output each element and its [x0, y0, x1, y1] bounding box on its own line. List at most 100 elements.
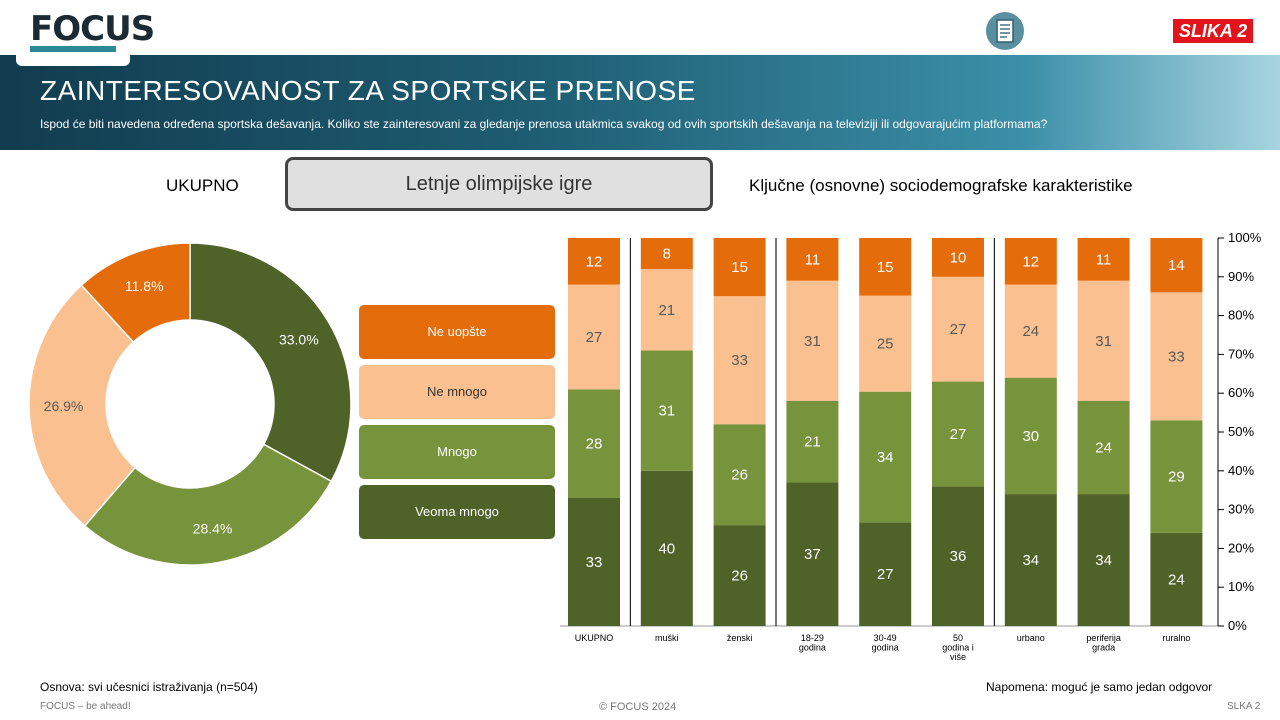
stacked-bar-chart: 0% 10% 20% 30% 40% 50% 60% 70% 80% 90% 100% 33 28 27 1… — [560, 230, 1262, 662]
bar-segment — [568, 389, 620, 498]
legend-ne-uopste: Ne uopšte — [359, 305, 555, 359]
page-subtitle: Ispod će biti navedena određena sportska… — [40, 117, 1048, 131]
bar-segment — [713, 238, 766, 297]
topic-box: Letnje olimpijske igre — [285, 157, 713, 211]
bar-segment — [1004, 238, 1057, 285]
bar-value-label: 33 — [586, 554, 603, 571]
x-tick-label: 18-29 godina — [799, 633, 826, 653]
bar-value-label: 15 — [731, 259, 748, 276]
donut-chart: 33.0% 28.4% 26.9% 11.8% — [28, 242, 352, 566]
bar-segment — [1150, 420, 1203, 533]
bar-value-label: 34 — [1095, 552, 1112, 569]
bar-value-label: 25 — [877, 336, 894, 353]
footer-copyright: © FOCUS 2024 — [599, 701, 677, 713]
footer-slide-number: SLKA 2 — [1227, 701, 1261, 712]
bar-segment — [568, 238, 620, 285]
bar-value-label: 34 — [1022, 552, 1039, 569]
bar-value-label: 31 — [658, 403, 675, 420]
bar-value-label: 12 — [1022, 253, 1039, 270]
bar-segment — [1077, 238, 1130, 281]
bar-segment — [1077, 400, 1130, 495]
x-tick-label: 30-49 godina — [872, 633, 899, 653]
bar-value-label: 36 — [950, 548, 967, 565]
bar-segment — [1077, 280, 1130, 401]
bar-value-label: 37 — [804, 546, 821, 563]
donut-slice — [28, 284, 137, 527]
bar-segment — [932, 276, 984, 382]
bar-segment — [859, 238, 912, 296]
legend-label: Ne mnogo — [427, 384, 487, 399]
slide-badge: SLIKA 2 — [1173, 19, 1253, 43]
bar-segment — [1150, 532, 1203, 626]
bar-value-label: 30 — [1022, 428, 1039, 445]
logo-card — [16, 0, 130, 66]
bar-segment — [786, 280, 839, 401]
x-tick-label: ženski — [727, 633, 753, 643]
bar-segment — [640, 238, 693, 270]
bar-segment — [1004, 494, 1057, 626]
focus-logo: FOCUS — [30, 9, 155, 49]
bar-value-label: 34 — [877, 449, 894, 466]
bar-value-label: 15 — [877, 259, 894, 276]
bar-value-label: 8 — [663, 246, 671, 263]
bar-segment — [859, 522, 912, 626]
bar-value-label: 21 — [804, 434, 821, 451]
bar-segment — [786, 238, 839, 281]
bar-value-label: 31 — [1095, 333, 1112, 350]
footer-base: Osnova: svi učesnici istraživanja (n=504… — [40, 680, 258, 694]
bar-segment — [640, 470, 693, 626]
bar-segment — [568, 284, 620, 390]
y-tick-label: 0% — [1228, 618, 1247, 633]
bar-value-label: 31 — [804, 333, 821, 350]
page-title: ZAINTERESOVANOST ZA SPORTSKE PRENOSE — [40, 75, 696, 106]
y-tick-label: 40% — [1228, 463, 1254, 478]
bar-value-label: 28 — [586, 436, 603, 453]
bar-value-label: 12 — [586, 253, 603, 270]
bar-segment — [1004, 377, 1057, 495]
bar-segment — [640, 350, 693, 471]
bar-value-label: 26 — [731, 568, 748, 585]
bar-segment — [1077, 494, 1130, 626]
bar-value-label: 24 — [1022, 323, 1039, 340]
bar-segment — [640, 269, 693, 351]
bar-segment — [859, 391, 912, 523]
bar-segment — [786, 482, 839, 626]
bar-value-label: 21 — [658, 302, 675, 319]
bar-segment — [932, 381, 984, 487]
legend-veoma-mnogo: Veoma mnogo — [359, 485, 555, 539]
legend-label: Veoma mnogo — [415, 504, 499, 519]
bar-segment — [713, 424, 766, 526]
donut-slice-label: 26.9% — [44, 398, 84, 414]
bar-value-label: 27 — [586, 329, 603, 346]
bar-segment — [859, 295, 912, 392]
y-tick-label: 60% — [1228, 385, 1254, 400]
x-tick-label: muški — [655, 633, 679, 643]
bar-value-label: 33 — [731, 352, 748, 369]
y-tick-label: 70% — [1228, 346, 1254, 361]
bar-value-label: 11 — [1096, 251, 1112, 268]
legend-label: Mnogo — [437, 444, 477, 459]
document-icon[interactable] — [986, 12, 1024, 50]
bar-segment — [932, 486, 984, 626]
x-tick-label: periferija grada — [1086, 633, 1121, 653]
bar-value-label: 11 — [805, 251, 821, 268]
x-tick-label: urbano — [1017, 633, 1045, 643]
bar-segment — [568, 497, 620, 626]
sociodemographic-label: Ključne (osnovne) sociodemografske karak… — [749, 176, 1133, 195]
donut-slice-label: 33.0% — [279, 331, 319, 347]
logo-underline — [30, 46, 116, 52]
bar-value-label: 29 — [1168, 469, 1185, 486]
x-tick-label: 50 godina i više — [942, 633, 974, 662]
bar-segment — [1150, 292, 1203, 421]
legend-ne-mnogo: Ne mnogo — [359, 365, 555, 419]
bar-value-label: 10 — [950, 249, 967, 266]
y-tick-label: 10% — [1228, 579, 1254, 594]
y-tick-label: 20% — [1228, 540, 1254, 555]
bar-value-label: 24 — [1095, 440, 1112, 457]
bar-segment — [932, 238, 984, 277]
bar-segment — [713, 525, 766, 626]
bar-segment — [1150, 238, 1203, 293]
x-tick-label: UKUPNO — [575, 633, 614, 643]
donut-slice-label: 11.8% — [125, 278, 164, 294]
bar-value-label: 14 — [1168, 257, 1185, 274]
